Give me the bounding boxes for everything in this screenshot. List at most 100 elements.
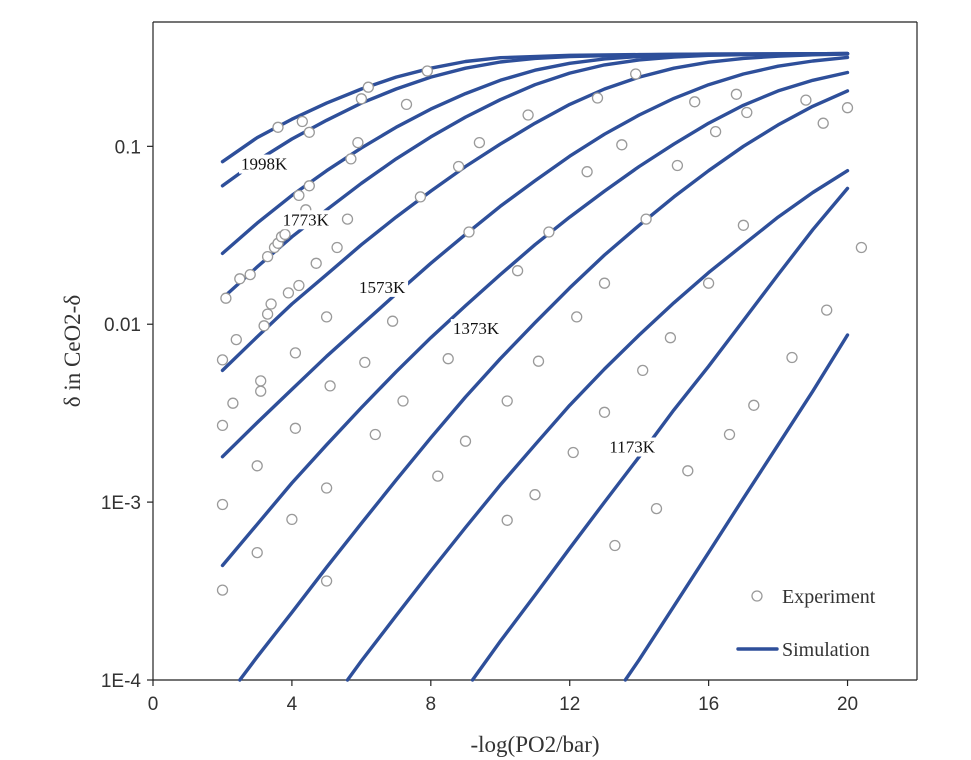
experiment-point (511, 265, 524, 277)
experiment-point (386, 315, 399, 327)
experiment-point (227, 397, 239, 409)
simulation-curve-9 (470, 186, 850, 682)
experiment-point (459, 435, 472, 447)
experiment-point (359, 356, 371, 369)
experiment-point (355, 93, 368, 105)
simulation-curve-5 (220, 55, 850, 459)
x-axis-ticks: 0 4 8 12 16 20 (148, 680, 858, 715)
experiment-point (362, 81, 374, 93)
temperature-annotations: 1998K 1773K 1573K 1373K 1173K (238, 154, 658, 457)
axes: 0 4 8 12 16 20 0.1 0.01 1E-3 1E-4 (101, 21, 918, 715)
experiment-point (352, 136, 364, 149)
experiment-point (571, 311, 583, 323)
experiment-point (841, 102, 854, 114)
experiment-point (293, 279, 305, 292)
experiment-point (303, 180, 315, 192)
experiment-point (282, 287, 295, 299)
simulation-curve-7 (238, 89, 850, 682)
temperature-label-background (357, 277, 409, 297)
experiment-point (289, 347, 302, 359)
experiment-point (341, 213, 354, 225)
experiment-point (251, 546, 263, 559)
temperature-label: 1573K (359, 278, 406, 297)
y-tick-label: 1E-4 (101, 671, 142, 692)
experiment-point (737, 219, 750, 231)
x-tick-label: 20 (837, 694, 858, 715)
experiment-point (598, 277, 611, 289)
experiment-point (473, 136, 486, 149)
temperature-label-background (238, 154, 290, 174)
experiment-point (522, 109, 534, 121)
experiment-point (230, 333, 242, 346)
experiment-point (320, 311, 333, 323)
experiment-point (650, 502, 663, 515)
experiment-point (501, 395, 513, 407)
simulation-series-group (220, 51, 850, 682)
experiment-point (702, 277, 715, 289)
experiment-point (800, 94, 812, 106)
experiment-point (369, 428, 381, 441)
experiment-point (220, 292, 232, 304)
experiment-point (637, 364, 649, 377)
experiment-point (821, 304, 833, 316)
y-axis-ticks: 0.1 0.01 1E-3 1E-4 (101, 137, 153, 692)
simulation-curve-1 (220, 51, 850, 188)
y-tick-label: 1E-3 (101, 493, 141, 514)
experiment-point (616, 139, 628, 151)
experiment-point (216, 354, 229, 366)
simulation-curve-8 (345, 169, 850, 682)
experiment-point (216, 584, 229, 596)
y-axis-title: δ in CeO2-δ (60, 295, 85, 407)
experiment-point (664, 332, 677, 344)
experiment-point (682, 465, 694, 477)
x-tick-label: 8 (426, 694, 437, 715)
legend: Experiment Simulation (736, 586, 876, 661)
experiment-point (414, 191, 427, 203)
experiment-point (258, 320, 270, 332)
temperature-label: 1173K (609, 438, 655, 457)
experiment-point (598, 406, 611, 418)
experiment-point (855, 241, 868, 254)
experiment-point (630, 68, 642, 80)
experiment-point (261, 250, 274, 263)
experiment-point (452, 160, 465, 173)
y-tick-label: 0.1 (115, 137, 141, 158)
x-tick-label: 4 (287, 694, 298, 715)
experiment-point (345, 153, 357, 165)
experiment-point (397, 395, 409, 407)
experiment-point (730, 88, 743, 100)
experiment-point (244, 268, 256, 281)
experiment-point (671, 159, 684, 172)
experiment-point (567, 446, 579, 459)
experiment-point (251, 460, 263, 472)
experiment-point (296, 115, 308, 128)
experiment-point (543, 226, 555, 238)
experiment-point (581, 166, 593, 178)
experiment-point (529, 489, 541, 501)
experiment-point (421, 65, 433, 77)
experiment-point (723, 428, 736, 441)
temperature-label: 1373K (453, 319, 500, 338)
simulation-curve-6 (220, 70, 850, 568)
experiment-point (234, 273, 246, 285)
experiment-point (501, 514, 513, 526)
experiment-point (279, 228, 291, 241)
legend-marker-experiment (751, 590, 763, 602)
experiment-point (272, 121, 284, 133)
experiment-point (261, 308, 274, 320)
experiment-point (331, 241, 343, 254)
experiment-point (255, 385, 267, 397)
experiment-point (689, 96, 701, 108)
experiment-point (817, 117, 829, 129)
y-tick-label: 0.01 (104, 315, 141, 336)
legend-label-simulation: Simulation (782, 639, 870, 661)
simulation-curve-10 (623, 333, 850, 682)
experiment-point (741, 106, 753, 119)
experiment-point (293, 189, 305, 202)
temperature-label-background (450, 319, 502, 339)
temperature-label-background (280, 210, 332, 230)
experiment-point (320, 482, 333, 494)
experiment-point (400, 98, 413, 111)
x-tick-label: 16 (698, 694, 719, 715)
